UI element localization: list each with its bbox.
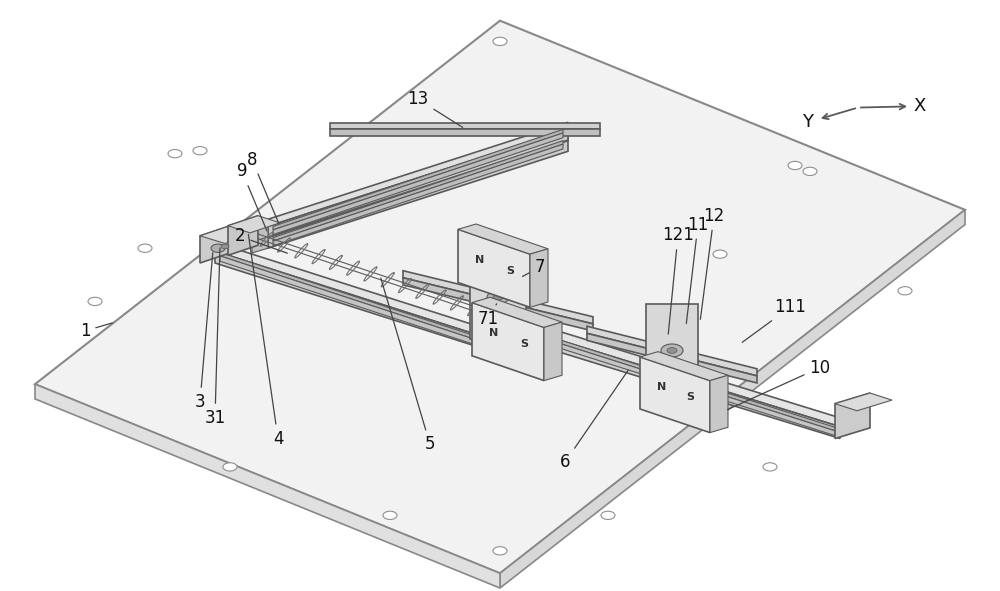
Polygon shape [500, 210, 965, 588]
Polygon shape [458, 224, 548, 254]
Polygon shape [515, 326, 835, 431]
Text: 3: 3 [195, 253, 213, 411]
Text: S: S [520, 339, 528, 349]
Text: 71: 71 [477, 304, 499, 328]
Polygon shape [458, 229, 530, 307]
Polygon shape [268, 134, 568, 238]
Circle shape [223, 463, 237, 471]
Text: S: S [686, 392, 694, 401]
Polygon shape [268, 129, 568, 237]
Polygon shape [510, 325, 840, 439]
Text: 7: 7 [522, 258, 545, 277]
Text: 31: 31 [204, 248, 226, 427]
Circle shape [763, 463, 777, 471]
Text: Y: Y [802, 113, 814, 131]
Text: N: N [475, 255, 485, 265]
Circle shape [493, 37, 507, 46]
Text: 12: 12 [700, 207, 725, 319]
Polygon shape [530, 249, 548, 307]
Circle shape [661, 344, 683, 357]
Polygon shape [587, 333, 757, 383]
Polygon shape [273, 144, 563, 246]
Polygon shape [710, 375, 728, 433]
Text: 4: 4 [248, 235, 283, 447]
Circle shape [713, 250, 727, 258]
Polygon shape [472, 303, 544, 381]
Text: 5: 5 [381, 278, 435, 453]
Polygon shape [252, 219, 268, 242]
Polygon shape [646, 304, 698, 390]
Text: 2: 2 [235, 228, 287, 253]
Polygon shape [470, 247, 526, 339]
Polygon shape [403, 278, 593, 331]
Polygon shape [35, 21, 965, 573]
Polygon shape [228, 216, 280, 233]
Polygon shape [220, 256, 525, 361]
Polygon shape [268, 122, 568, 226]
Circle shape [168, 150, 182, 158]
Circle shape [193, 147, 207, 155]
Text: 11: 11 [686, 216, 709, 323]
Text: 6: 6 [560, 370, 628, 471]
Circle shape [383, 511, 397, 519]
Circle shape [601, 511, 615, 519]
Circle shape [788, 161, 802, 170]
Circle shape [221, 244, 229, 249]
Polygon shape [587, 326, 757, 376]
Text: 111: 111 [742, 298, 806, 342]
Polygon shape [215, 251, 530, 363]
Polygon shape [273, 133, 563, 235]
Circle shape [493, 294, 503, 300]
Polygon shape [215, 242, 530, 352]
Polygon shape [403, 271, 593, 324]
Polygon shape [200, 226, 230, 263]
Polygon shape [268, 141, 568, 248]
Polygon shape [252, 230, 268, 253]
Circle shape [667, 348, 677, 353]
Circle shape [211, 244, 225, 252]
Polygon shape [835, 393, 870, 439]
Polygon shape [330, 123, 600, 129]
Polygon shape [200, 226, 255, 243]
Polygon shape [640, 357, 710, 433]
Polygon shape [273, 141, 563, 241]
Polygon shape [35, 384, 500, 588]
Text: S: S [506, 266, 514, 275]
Polygon shape [510, 316, 840, 427]
Text: X: X [914, 98, 926, 115]
Text: N: N [489, 329, 499, 338]
Text: 8: 8 [247, 151, 279, 224]
Text: 9: 9 [237, 163, 267, 231]
Polygon shape [273, 129, 563, 230]
Polygon shape [228, 216, 258, 255]
Polygon shape [835, 393, 892, 411]
Polygon shape [472, 297, 562, 327]
Circle shape [487, 291, 509, 304]
Polygon shape [544, 322, 562, 381]
Circle shape [138, 244, 152, 252]
Text: N: N [657, 382, 667, 391]
Polygon shape [515, 329, 835, 436]
Text: 121: 121 [662, 226, 694, 334]
Text: 13: 13 [407, 90, 463, 127]
Circle shape [493, 547, 507, 555]
Text: 1: 1 [80, 322, 112, 340]
Polygon shape [640, 352, 728, 381]
Circle shape [898, 287, 912, 295]
Polygon shape [330, 129, 600, 136]
Text: 10: 10 [728, 359, 831, 410]
Circle shape [803, 167, 817, 176]
Polygon shape [220, 252, 525, 356]
Circle shape [88, 297, 102, 306]
